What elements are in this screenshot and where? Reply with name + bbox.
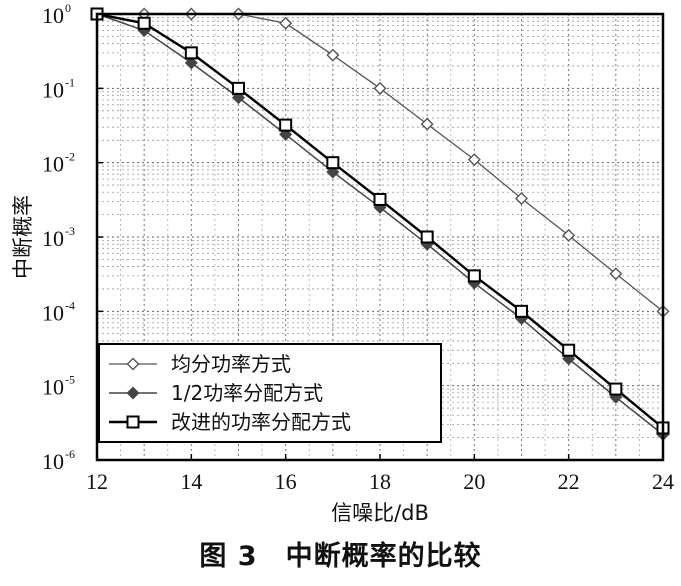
data-point xyxy=(279,16,293,30)
data-point xyxy=(562,228,576,242)
data-point xyxy=(373,81,387,95)
x-tick-label: 12 xyxy=(86,469,108,494)
y-tick-label: 10-1 xyxy=(42,75,75,102)
y-tick-label: 10-3 xyxy=(42,224,75,251)
data-point xyxy=(279,127,293,141)
data-point xyxy=(562,343,576,357)
x-tick-label: 20 xyxy=(463,469,485,494)
legend-item: 均分功率方式 xyxy=(109,352,291,376)
series-3 xyxy=(90,7,670,435)
data-point xyxy=(184,46,198,60)
y-tick-label: 10-2 xyxy=(42,150,75,177)
legend-label: 均分功率方式 xyxy=(171,352,291,376)
figure-number: 图 3 xyxy=(199,541,258,572)
legend-marker xyxy=(126,415,140,429)
data-point xyxy=(184,56,198,70)
y-tick-label: 10-4 xyxy=(42,298,75,325)
legend-label: 1/2功率分配方式 xyxy=(171,381,323,405)
data-point xyxy=(420,117,434,131)
data-point xyxy=(232,81,245,95)
data-point xyxy=(467,269,481,283)
x-tick-label: 16 xyxy=(275,469,297,494)
legend-label: 改进的功率分配方式 xyxy=(171,410,351,434)
chart: 12 14 16 18 20 22 24 100 10-1 10-2 10-3 10-4 10-5 10-… xyxy=(11,1,674,525)
axis-ticks: 12 14 16 18 20 22 24 100 10-1 10-2 10-3 10-4 10-5 10-… xyxy=(42,1,674,494)
data-point xyxy=(373,192,387,206)
figure-caption: 图 3 中断概率的比较 xyxy=(0,534,681,573)
data-point xyxy=(232,91,245,105)
figure-title: 中断概率的比较 xyxy=(285,541,482,572)
x-axis-title: 信噪比/dB xyxy=(331,501,429,525)
x-tick-label: 22 xyxy=(558,469,580,494)
data-point xyxy=(515,191,528,205)
legend-item: 1/2功率分配方式 xyxy=(109,381,323,405)
x-tick-label: 24 xyxy=(652,469,674,494)
data-point xyxy=(467,153,481,167)
legend-item: 改进的功率分配方式 xyxy=(109,410,351,434)
data-point xyxy=(420,230,434,244)
y-tick-label: 10-6 xyxy=(42,447,75,474)
data-point xyxy=(326,156,340,170)
y-tick-label: 100 xyxy=(42,1,71,28)
legend-marker xyxy=(126,386,140,400)
y-axis-title: 中断概率 xyxy=(11,195,35,279)
data-point xyxy=(515,304,528,318)
x-tick-label: 18 xyxy=(369,469,391,494)
data-point xyxy=(279,118,293,132)
data-point xyxy=(326,165,340,179)
legend-marker xyxy=(126,357,140,371)
data-point xyxy=(609,267,623,281)
data-point xyxy=(609,382,623,396)
x-tick-label: 14 xyxy=(180,469,202,494)
data-point xyxy=(326,48,340,62)
y-tick-label: 10-5 xyxy=(42,373,75,400)
data-point xyxy=(137,16,151,30)
